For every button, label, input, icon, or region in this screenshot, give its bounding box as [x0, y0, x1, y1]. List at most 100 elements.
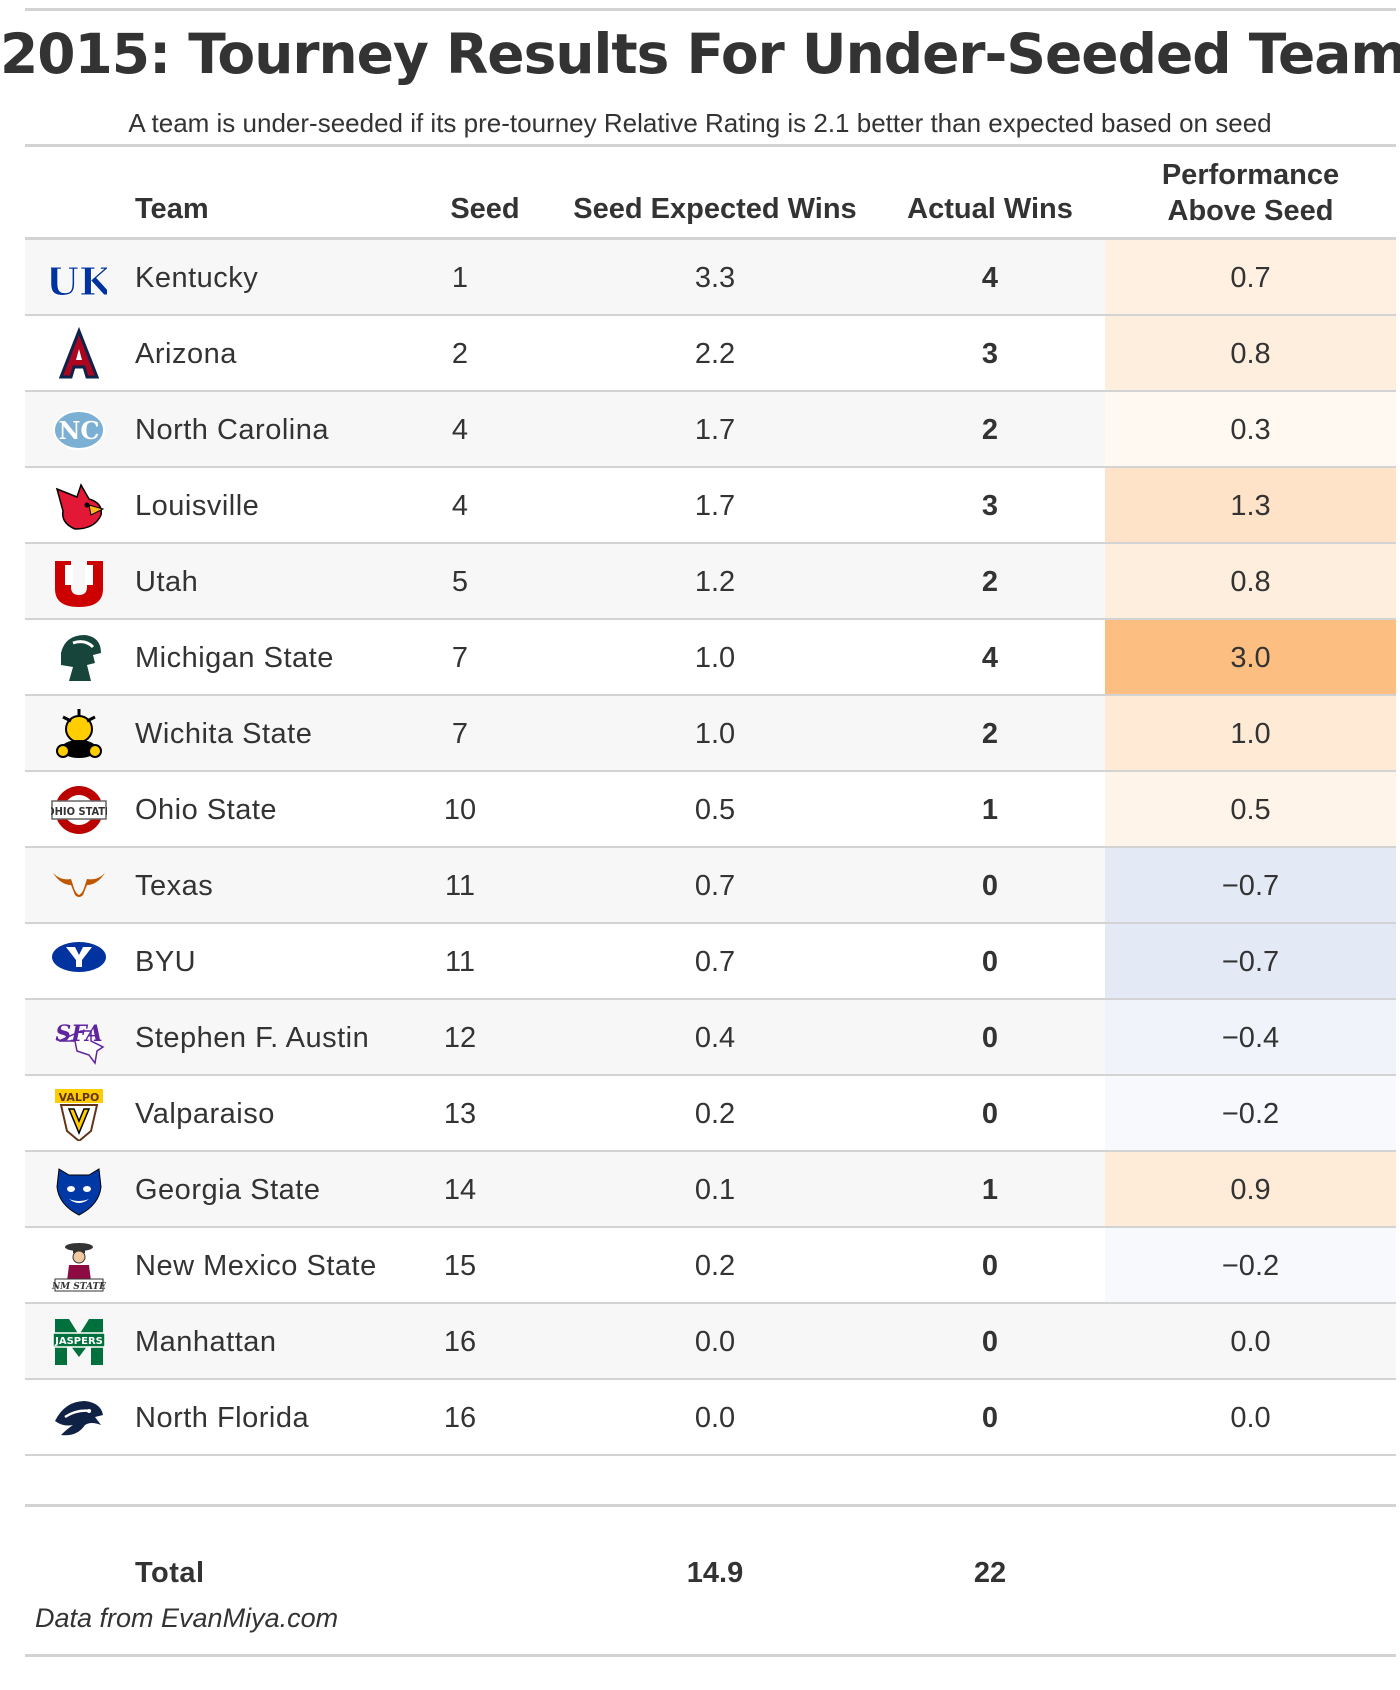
- performance-value: 0.0: [1230, 1326, 1271, 1358]
- actual-wins-value: 4: [981, 262, 999, 294]
- row-divider: [25, 922, 1396, 924]
- team-name: Arizona: [135, 338, 237, 370]
- table-row: Michigan State 7 1.0 4 3.0: [25, 620, 1396, 696]
- total-label: Total: [135, 1557, 205, 1589]
- team-name: New Mexico State: [135, 1250, 377, 1282]
- svg-text:UK: UK: [51, 259, 107, 304]
- performance-value: 0.0: [1230, 1402, 1271, 1434]
- source-note: Data from EvanMiya.com: [35, 1603, 339, 1633]
- performance-value: −0.7: [1221, 870, 1280, 902]
- expected-wins-value: 0.2: [694, 1098, 736, 1130]
- seed-value: 16: [443, 1326, 477, 1358]
- row-divider: [25, 1150, 1396, 1152]
- seed-value: 4: [451, 414, 469, 446]
- kentucky-logo-icon: UK: [45, 251, 114, 305]
- table-row: UK Kentucky 1 3.3 4 0.7: [25, 240, 1396, 316]
- expected-wins-value: 0.5: [694, 794, 736, 826]
- performance-value: 0.8: [1230, 338, 1271, 370]
- total-row: Total 14.9 22: [25, 1545, 1396, 1601]
- expected-wins-value: 1.0: [694, 718, 736, 750]
- performance-value: 0.7: [1230, 262, 1271, 294]
- north-carolina-logo-icon: NC: [51, 403, 107, 457]
- performance-heat-cell: [1105, 1000, 1396, 1076]
- performance-heat-cell: [1105, 316, 1396, 392]
- column-header-seed: Seed: [450, 193, 520, 225]
- table-row: SFA Stephen F. Austin 12 0.4 0 −0.4: [25, 1000, 1396, 1076]
- seed-value: 14: [443, 1174, 477, 1206]
- actual-wins-value: 0: [981, 1402, 999, 1434]
- arizona-logo-icon: [51, 326, 107, 381]
- actual-wins-value: 2: [981, 718, 999, 750]
- column-header-performance-line1: Performance: [1161, 159, 1340, 191]
- performance-heat-cell: [1105, 620, 1396, 696]
- manhattan-logo-icon: JASPERS: [51, 1315, 107, 1369]
- actual-wins-value: 4: [981, 642, 999, 674]
- team-name: Texas: [135, 870, 214, 902]
- seed-value: 2: [451, 338, 469, 370]
- seed-value: 11: [444, 870, 476, 902]
- row-divider: [25, 1226, 1396, 1228]
- table-row: Louisville 4 1.7 3 1.3: [25, 468, 1396, 544]
- performance-value: −0.2: [1221, 1098, 1280, 1130]
- total-expected-wins: 14.9: [686, 1557, 744, 1589]
- performance-heat-cell: [1105, 696, 1396, 772]
- actual-wins-value: 0: [981, 1326, 999, 1358]
- expected-wins-value: 2.2: [694, 338, 736, 370]
- performance-value: 1.0: [1230, 718, 1271, 750]
- manhattan-logo-text: JASPERS: [54, 1336, 103, 1347]
- team-name: Louisville: [135, 490, 260, 522]
- table-row: Utah 5 1.2 2 0.8: [25, 544, 1396, 620]
- team-name: Stephen F. Austin: [135, 1022, 370, 1054]
- row-divider: [25, 466, 1396, 468]
- expected-wins-value: 0.4: [694, 1022, 736, 1054]
- ohio-state-logo-text: OHIO STATE: [51, 805, 107, 818]
- row-divider: [25, 542, 1396, 544]
- seed-value: 13: [443, 1098, 477, 1130]
- team-name: Utah: [135, 566, 199, 598]
- performance-heat-cell: [1105, 848, 1396, 924]
- team-name: Georgia State: [135, 1174, 321, 1206]
- stephen-f-austin-logo-icon: SFA: [51, 1011, 107, 1065]
- column-header-team: Team: [135, 193, 209, 225]
- row-divider: [25, 1454, 1396, 1456]
- expected-wins-value: 0.7: [694, 870, 736, 902]
- byu-logo-icon: [51, 935, 107, 989]
- table-row: BYU 11 0.7 0 −0.7: [25, 924, 1396, 1000]
- performance-heat-cell: [1105, 392, 1396, 468]
- actual-wins-value: 0: [981, 1250, 999, 1282]
- north-florida-logo-icon: [51, 1391, 107, 1445]
- table-row: NC North Carolina 4 1.7 2 0.3: [25, 392, 1396, 468]
- actual-wins-value: 0: [981, 1022, 999, 1054]
- expected-wins-value: 0.0: [694, 1402, 736, 1434]
- performance-heat-cell: [1105, 1152, 1396, 1228]
- performance-value: 0.9: [1230, 1174, 1271, 1206]
- row-divider: [25, 694, 1396, 696]
- performance-value: 0.5: [1230, 794, 1271, 826]
- seed-value: 15: [443, 1250, 477, 1282]
- expected-wins-value: 0.0: [694, 1326, 736, 1358]
- row-background: [25, 1304, 1396, 1380]
- team-name: North Florida: [135, 1402, 310, 1434]
- actual-wins-value: 3: [981, 338, 999, 370]
- utah-logo-icon: [51, 555, 107, 609]
- row-divider: [25, 1302, 1396, 1304]
- table-row: Texas 11 0.7 0 −0.7: [25, 848, 1396, 924]
- performance-value: 1.3: [1230, 490, 1271, 522]
- row-divider: [25, 390, 1396, 392]
- top-rule: [25, 8, 1396, 11]
- header-top-rule: [25, 144, 1396, 147]
- table-row: Arizona 2 2.2 3 0.8: [25, 316, 1396, 392]
- actual-wins-value: 0: [981, 1098, 999, 1130]
- row-divider: [25, 1378, 1396, 1380]
- table-row: North Florida 16 0.0 0 0.0: [25, 1380, 1396, 1456]
- seed-value: 16: [443, 1402, 477, 1434]
- row-divider: [25, 998, 1396, 1000]
- seed-value: 7: [451, 642, 469, 674]
- performance-value: 0.3: [1230, 414, 1271, 446]
- column-header-expected-wins: Seed Expected Wins: [573, 193, 857, 225]
- expected-wins-value: 3.3: [694, 262, 736, 294]
- performance-heat-cell: [1105, 924, 1396, 1000]
- table-row: VALPO Valparaiso 13 0.2 0 −0.2: [25, 1076, 1396, 1152]
- svg-text:SFA: SFA: [55, 1021, 102, 1047]
- expected-wins-value: 1.2: [694, 566, 736, 598]
